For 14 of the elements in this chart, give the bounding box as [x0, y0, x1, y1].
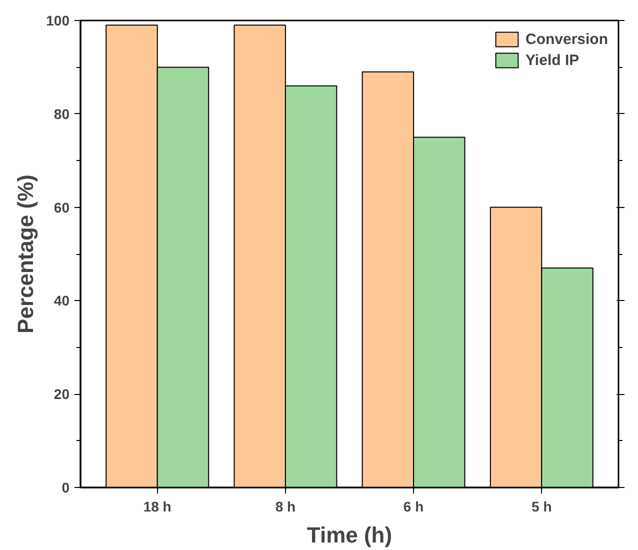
y-tick-label: 100: [46, 12, 70, 28]
x-tick-label: 5 h: [532, 498, 552, 514]
y-tick-label: 40: [54, 292, 70, 309]
x-axis-title: Time (h): [306, 522, 392, 548]
y-tick-label: 80: [54, 106, 70, 122]
x-tick-label: 18 h: [143, 498, 172, 514]
legend-label: Conversion: [525, 30, 608, 48]
y-tick-label: 60: [54, 199, 70, 216]
y-axis-title: Percentage (%): [13, 174, 38, 334]
y-tick-label: 20: [54, 386, 70, 402]
y-tick-label: 0: [62, 480, 70, 496]
legend-label: Yield IP: [525, 52, 580, 68]
x-tick-label: 8 h: [275, 498, 296, 514]
x-tick-label: 6 h: [403, 498, 424, 514]
